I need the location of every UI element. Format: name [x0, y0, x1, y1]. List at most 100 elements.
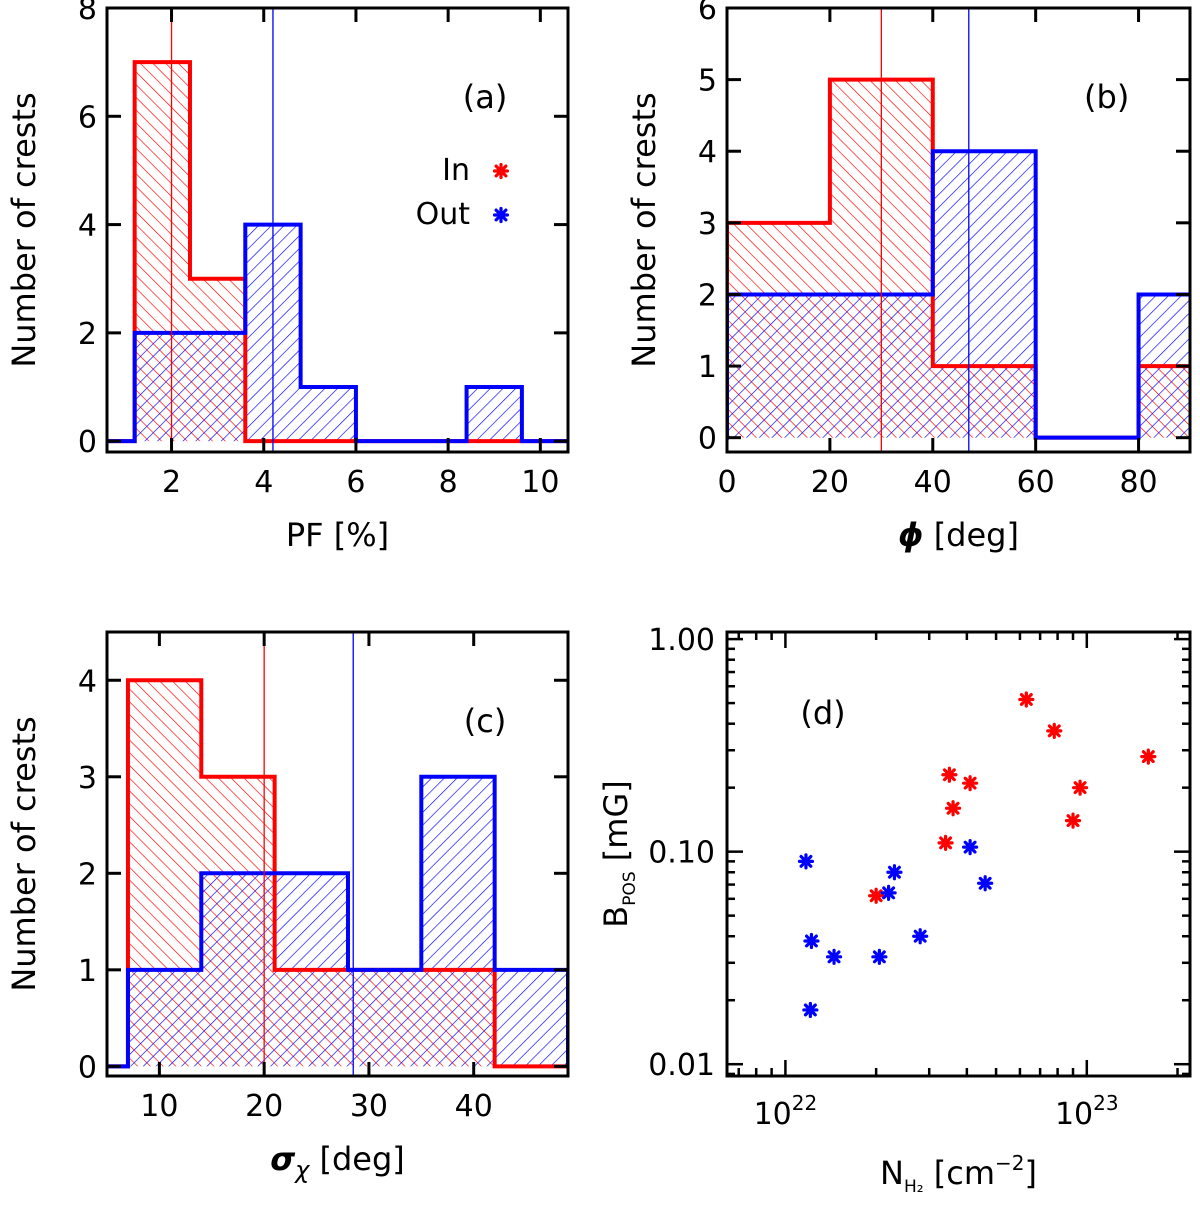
- panel-c-ytick-label: 3: [78, 761, 97, 796]
- panel-b: 0 20 40 60 80 0 1 2 3 4 5 6 ϕ [deg] Number of crests (…: [625, 0, 1192, 554]
- panel-b-ytick-label: 3: [698, 207, 717, 242]
- panel-d-in-point-9: [1140, 748, 1157, 765]
- panel-d-ytick-label: 1.00: [648, 623, 715, 658]
- panel-c-out-bar-4: [421, 776, 495, 1067]
- panel-d-out-point-5-stroke-3: [882, 886, 896, 900]
- panel-c-xtick-label: 10: [140, 1089, 178, 1124]
- panel-b-plot-area: [727, 8, 1190, 452]
- panel-a-xtick-label: 4: [254, 465, 273, 500]
- panel-d-in-point-5: [1018, 691, 1035, 708]
- panel-d-in-point-7-stroke-3: [1066, 814, 1080, 828]
- panel-d-out-point-6-stroke-3: [887, 865, 901, 879]
- panel-d-out-point-4: [871, 948, 888, 965]
- panel-d-out-point-8-stroke-3: [963, 840, 977, 854]
- panel-b-ytick-label: 4: [698, 135, 717, 170]
- panel-d-in-point-2-stroke-3: [942, 768, 956, 782]
- panel-d-in-point-0: [868, 887, 885, 904]
- panel-b-in-outline: [727, 77, 1190, 440]
- panel-a-legend-in-marker: [492, 162, 510, 180]
- panel-d-out-point-4-stroke-3: [872, 950, 886, 964]
- panel-a-xtick-label: 2: [162, 465, 181, 500]
- panel-d-panel-label: (d): [800, 694, 845, 732]
- panel-d-in-point-8: [1071, 779, 1089, 796]
- panel-a-legend-out-marker: [492, 206, 510, 224]
- panel-a-xlabel: PF [%]: [286, 516, 389, 554]
- panel-c: 10 20 30 40 0 1 2 3 4 σχ [deg] Number of crests (c): [5, 630, 570, 1184]
- panel-d-in-point-9-stroke-3: [1141, 750, 1155, 764]
- panel-b-out-bar-2: [932, 151, 1036, 438]
- panel-a-ytick-label: 0: [78, 425, 97, 460]
- panel-d-out-point-5: [880, 884, 897, 901]
- panel-c-xlabel: σχ [deg]: [270, 1140, 405, 1184]
- panel-b-frame: [725, 6, 1192, 454]
- panel-a-ytick-label: 2: [78, 317, 97, 352]
- panel-d-out-point-3: [825, 948, 843, 965]
- panel-a-ytick-label: 8: [78, 0, 97, 27]
- panel-c-frame: [105, 630, 570, 1078]
- panel-b-ytick-label: 5: [698, 64, 717, 99]
- panel-c-xtick-label: 20: [245, 1089, 283, 1124]
- panel-d-in-point-4: [961, 775, 979, 792]
- panel-d-xtick-label: 1023: [1055, 1091, 1119, 1132]
- panel-a: 2 4 6 8 10 0 2 4 6 8 PF [%] Number of crests (a) In Ou…: [5, 0, 570, 554]
- panel-b-ylabel: Number of crests: [625, 92, 663, 367]
- panel-d-in-point-0-stroke-3: [869, 889, 883, 903]
- panel-b-xtick-label: 80: [1119, 465, 1157, 500]
- panel-b-xlabel: ϕ [deg]: [898, 516, 1019, 554]
- panel-d: 1022 1023 0.01 0.10 1.00 NH₂ [cm−2] BPOS [mG] (…: [597, 623, 1192, 1197]
- panel-a-ytick-label: 6: [78, 100, 97, 135]
- panel-d-xlabel: NH₂ [cm−2]: [880, 1151, 1037, 1197]
- panel-d-frame: [725, 630, 1192, 1078]
- panel-d-in-point-8-stroke-3: [1073, 781, 1087, 795]
- panel-b-xtick-label: 40: [914, 465, 952, 500]
- panel-d-in-point-7: [1064, 812, 1082, 829]
- panel-d-in-point-1: [937, 834, 954, 851]
- panel-a-out-bar-2: [300, 387, 356, 442]
- panel-b-out-outline: [727, 149, 1190, 440]
- panel-c-ytick-label: 0: [78, 1050, 97, 1085]
- panel-a-legend-in-marker-stroke-3: [494, 164, 508, 178]
- panel-d-in-point-5-stroke-3: [1019, 692, 1033, 706]
- panel-a-legend-out-label: Out: [416, 197, 471, 232]
- panel-a-out-bar-0: [134, 332, 246, 442]
- panel-b-panel-label: (b): [1084, 78, 1129, 116]
- panel-a-panel-label: (a): [463, 78, 508, 116]
- panel-c-out-bar-0: [127, 969, 202, 1067]
- panel-d-xtick-label: 1022: [754, 1091, 818, 1132]
- panel-d-out-point-9: [977, 875, 994, 892]
- panel-a-plot-area: [107, 8, 568, 452]
- panel-c-out-bar-1: [201, 873, 275, 1067]
- panel-d-ytick-label: 0.01: [648, 1048, 715, 1083]
- panel-d-out-point-2: [802, 1001, 819, 1019]
- panel-a-xtick-label: 6: [346, 465, 365, 500]
- panel-a-ylabel: Number of crests: [5, 92, 43, 367]
- panel-d-out-point-7: [912, 928, 929, 945]
- panel-d-out-point-3-stroke-3: [827, 950, 841, 964]
- panel-d-in-point-3: [944, 800, 962, 817]
- panel-d-ytick-label: 0.10: [648, 836, 715, 871]
- panel-c-out-outline: [107, 774, 568, 1069]
- panel-d-out-point-2-stroke-3: [803, 1003, 817, 1017]
- panel-d-out-point-7-stroke-3: [913, 929, 927, 943]
- panel-d-ylabel: BPOS [mG]: [597, 780, 640, 928]
- panel-c-xtick-label: 40: [455, 1089, 493, 1124]
- panel-c-ylabel: Number of crests: [5, 716, 43, 991]
- panel-d-in-point-4-stroke-3: [963, 776, 977, 790]
- panel-c-ytick-label: 1: [78, 954, 97, 989]
- panel-c-ytick-label: 2: [78, 857, 97, 892]
- panel-a-legend-in-label: In: [442, 153, 470, 188]
- panel-a-ytick-label: 4: [78, 209, 97, 244]
- panel-a-legend-out-marker-stroke-3: [494, 208, 508, 222]
- panel-b-xtick-label: 60: [1017, 465, 1055, 500]
- panel-c-plot-area: [107, 632, 568, 1076]
- panel-c-xtick-label: 30: [350, 1089, 388, 1124]
- panel-d-in-point-2: [941, 766, 958, 783]
- panel-d-out-point-6: [886, 864, 903, 881]
- panel-d-out-point-0-stroke-3: [799, 854, 813, 868]
- panel-c-panel-label: (c): [464, 702, 507, 740]
- panel-d-out-point-8: [961, 839, 979, 856]
- panel-a-xtick-label: 8: [439, 465, 458, 500]
- panel-a-xtick-label: 10: [521, 465, 559, 500]
- panel-d-in-point-6: [1046, 722, 1063, 739]
